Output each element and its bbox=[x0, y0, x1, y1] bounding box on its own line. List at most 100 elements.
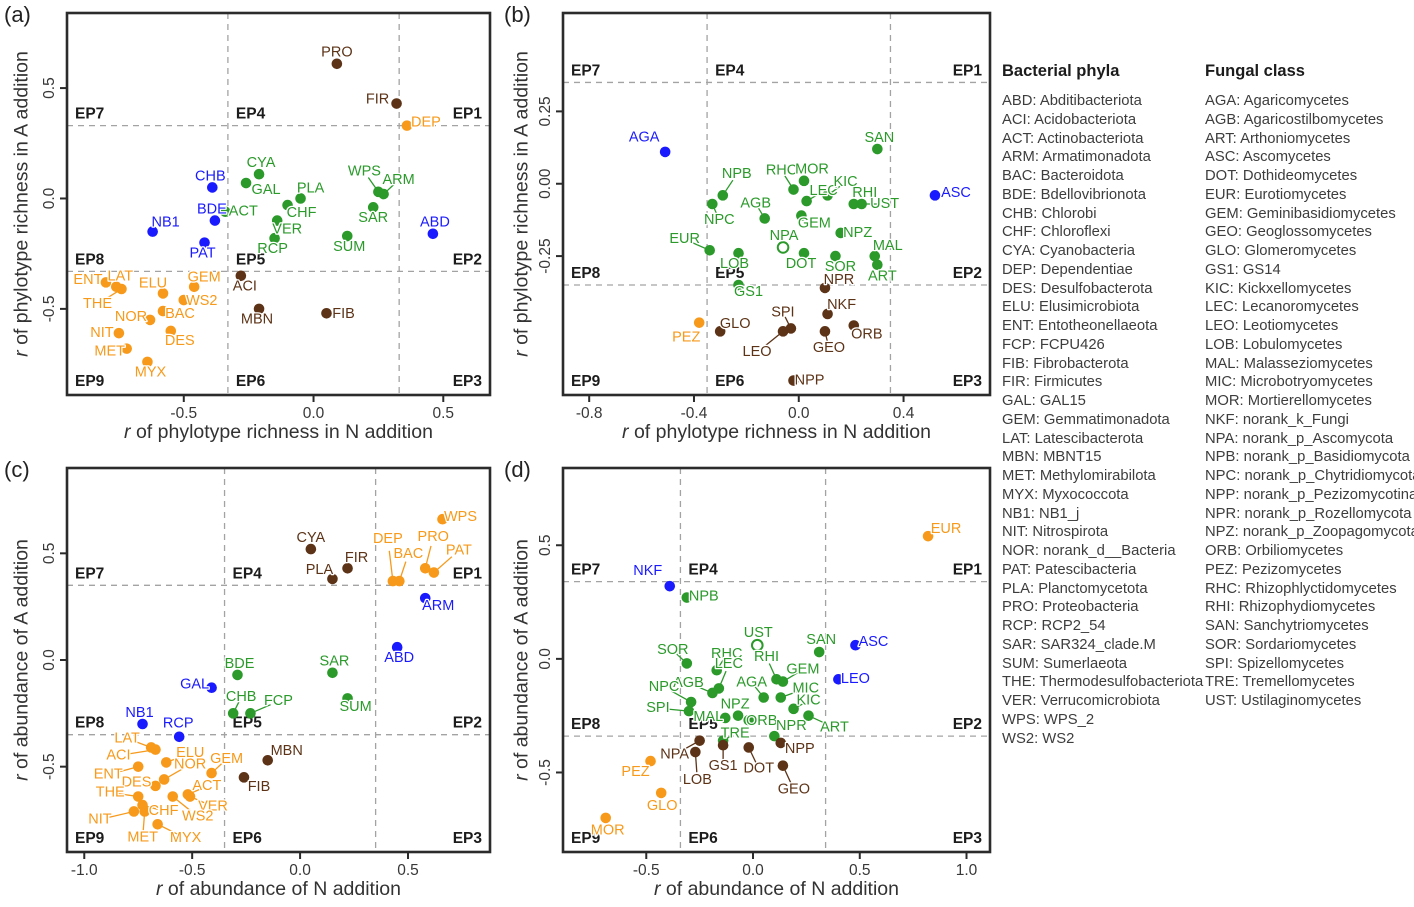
point-label-a-THE: THE bbox=[83, 296, 112, 312]
y-axis-title-d: r of abundance of A addition bbox=[510, 539, 533, 781]
y-tick-label: 0.00 bbox=[537, 168, 554, 199]
point-label-b-NPC: NPC bbox=[704, 212, 735, 228]
data-point-a-CHB bbox=[207, 182, 218, 193]
point-label-c-FCP: FCP bbox=[264, 693, 293, 709]
point-label-d-RHI: RHI bbox=[754, 649, 779, 665]
data-point-c-NIT bbox=[128, 806, 140, 817]
quadrant-label-EP2: EP2 bbox=[453, 251, 482, 268]
data-point-d-NPR bbox=[769, 730, 780, 742]
quadrant-label-EP3: EP3 bbox=[453, 373, 483, 390]
point-label-c-WS2: WS2 bbox=[182, 808, 213, 824]
point-label-a-CHF: CHF bbox=[287, 205, 317, 221]
quadrant-label-EP2: EP2 bbox=[953, 265, 982, 282]
point-label-c-ACT: ACT bbox=[192, 778, 221, 794]
y-axis-title-a: r of phylotype richness in A addition bbox=[10, 51, 33, 357]
data-point-b-GS1 bbox=[733, 279, 744, 291]
data-point-c-PAT bbox=[428, 567, 440, 578]
x-axis-title-a: r of phylotype richness in N addition bbox=[124, 421, 433, 443]
point-label-a-DES: DES bbox=[165, 333, 195, 349]
data-point-b-NPP bbox=[788, 375, 799, 386]
point-label-d-GEO: GEO bbox=[778, 781, 810, 797]
plot-border bbox=[65, 11, 492, 397]
x-tick-label: 0.5 bbox=[397, 862, 419, 879]
data-point-b-UST bbox=[856, 198, 867, 210]
x-tick-label: -0.8 bbox=[576, 405, 603, 422]
quadrant-label-EP2: EP2 bbox=[453, 715, 482, 732]
point-label-d-ART: ART bbox=[820, 719, 849, 735]
point-label-d-KIC: KIC bbox=[796, 693, 820, 709]
x-tick-label: 0.0 bbox=[788, 405, 810, 422]
point-label-d-ORB: ORB bbox=[746, 713, 777, 729]
x-axis-title-b: r of phylotype richness in N addition bbox=[622, 421, 931, 443]
legend-entry: NOR: norank_d__Bacteria bbox=[1002, 543, 1176, 559]
point-label-b-NPB: NPB bbox=[722, 166, 752, 182]
point-label-c-NIT: NIT bbox=[88, 811, 112, 827]
data-point-d-ORB bbox=[743, 714, 755, 726]
legend-entry: GEM: Gemmatimonadota bbox=[1002, 411, 1170, 428]
x-tick-label: -0.4 bbox=[681, 405, 708, 422]
data-point-b-MAL bbox=[869, 250, 881, 262]
point-label-d-UST: UST bbox=[744, 625, 773, 641]
y-tick-label: 0.0 bbox=[537, 648, 554, 670]
point-label-d-LEC: LEC bbox=[715, 656, 743, 672]
point-label-c-ARM: ARM bbox=[422, 598, 454, 614]
quadrant-label-EP1: EP1 bbox=[453, 565, 483, 582]
legend-title-fungal: Fungal class bbox=[1205, 62, 1305, 80]
quadrant-label-EP3: EP3 bbox=[453, 830, 483, 847]
data-point-a-VER bbox=[271, 215, 283, 226]
data-point-a-DEP bbox=[401, 120, 413, 131]
data-point-c-WS2 bbox=[167, 791, 179, 802]
point-label-c-SAR: SAR bbox=[320, 654, 350, 670]
y-tick-label: -0.5 bbox=[41, 296, 58, 323]
point-label-c-FIB: FIB bbox=[248, 779, 271, 795]
data-point-c-FCP bbox=[245, 708, 256, 719]
x-tick-label: 0.0 bbox=[742, 862, 764, 879]
quadrant-label-EP3: EP3 bbox=[953, 373, 983, 390]
data-point-c-GAL bbox=[206, 682, 217, 694]
data-point-b-DOT bbox=[798, 247, 810, 259]
point-label-c-MBN: MBN bbox=[271, 743, 303, 759]
data-point-c-GEM bbox=[206, 767, 217, 779]
point-label-b-AGB: AGB bbox=[740, 195, 771, 211]
point-label-a-ACI: ACI bbox=[233, 279, 257, 295]
data-point-d-GEO bbox=[777, 760, 789, 771]
point-label-b-GLO: GLO bbox=[720, 316, 751, 332]
point-label-d-LEO: LEO bbox=[841, 671, 870, 687]
point-label-b-NPR: NPR bbox=[824, 272, 855, 288]
legend-entry: AGA: Agaricomycetes bbox=[1205, 93, 1349, 109]
data-point-c-ELU bbox=[160, 757, 172, 768]
quadrant-label-EP6: EP6 bbox=[688, 830, 718, 847]
legend-entry: NKF: norank_k_Fungi bbox=[1205, 411, 1349, 428]
data-point-c-CHB bbox=[227, 708, 239, 719]
data-point-d-NKF bbox=[664, 580, 676, 592]
data-point-c-ACI bbox=[150, 744, 161, 755]
data-point-c-ARM bbox=[419, 592, 431, 604]
legend-entry: AGB: Agaricostilbomycetes bbox=[1205, 111, 1384, 128]
legend-entry: BAC: Bacteroidota bbox=[1002, 168, 1124, 184]
point-label-c-VER: VER bbox=[198, 798, 228, 814]
point-label-b-MAL: MAL bbox=[873, 238, 903, 254]
data-point-b-ASC bbox=[929, 190, 941, 201]
point-label-d-NPR: NPR bbox=[776, 718, 807, 734]
point-label-d-NPB: NPB bbox=[689, 588, 719, 604]
data-point-d-NPC bbox=[685, 696, 697, 708]
point-label-a-LAT: LAT bbox=[108, 269, 134, 285]
data-point-a-ABD bbox=[427, 228, 439, 240]
panel-c: -1.0 -0.5 0.0 0.5 0.5 0.0 -0.5 EP7 EP4 EP1 EP8 EP5 E… bbox=[0, 455, 500, 907]
data-point-b-MOR bbox=[798, 175, 810, 187]
point-label-b-ASC: ASC bbox=[941, 185, 971, 201]
point-label-d-NPA: NPA bbox=[660, 746, 689, 762]
point-label-c-MYX: MYX bbox=[170, 830, 202, 846]
data-point-d-DOT bbox=[743, 742, 755, 753]
point-label-b-RHI: RHI bbox=[852, 185, 877, 201]
data-point-d-KIC bbox=[788, 703, 799, 715]
legend-entry: THE: Thermodesulfobacteriota bbox=[1002, 674, 1204, 691]
legend-entry: NB1: NB1_j bbox=[1002, 505, 1080, 522]
quadrant-label-EP1: EP1 bbox=[953, 62, 983, 79]
legend-entry: MET: Methylomirabilota bbox=[1002, 468, 1156, 484]
point-label-b-NKF: NKF bbox=[827, 297, 856, 313]
data-point-d-LEO bbox=[833, 674, 844, 685]
point-label-a-SUM: SUM bbox=[333, 239, 365, 255]
legend-entry: RHI: Rhizophydiomycetes bbox=[1205, 599, 1376, 616]
legend-entry: TRE: Tremellomycetes bbox=[1205, 674, 1355, 691]
